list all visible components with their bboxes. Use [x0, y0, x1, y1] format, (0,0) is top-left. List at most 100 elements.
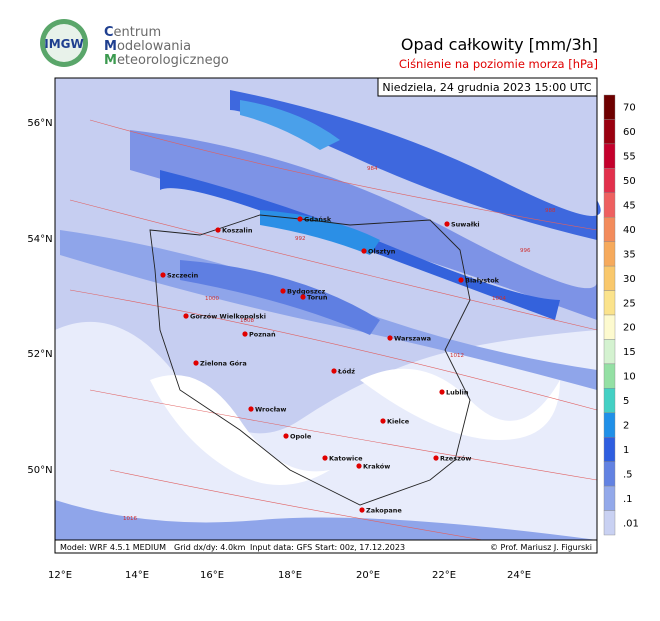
city-label: Koszalin — [222, 227, 253, 235]
date-box — [377, 77, 598, 97]
legend-label: 1 — [623, 445, 629, 456]
lon-label: 20°E — [356, 570, 380, 581]
lat-label: 52°N — [27, 349, 52, 360]
city-dot — [439, 389, 445, 395]
city-dot — [248, 406, 254, 412]
legend-swatch — [603, 314, 616, 340]
isobar-label: 1004 — [492, 296, 506, 302]
city-label: Szczecin — [167, 272, 199, 280]
legend-swatch — [603, 143, 616, 169]
city-dot — [283, 433, 289, 439]
city-label: Lublin — [446, 389, 469, 397]
title: Opad całkowity [mm/3h] — [401, 35, 598, 54]
dry-area — [360, 368, 560, 440]
rain-band — [230, 90, 601, 240]
subtitle: Ciśnienie na poziomie morza [hPa] — [399, 57, 598, 71]
city-dot — [380, 418, 386, 424]
legend-swatch — [603, 363, 616, 389]
legend-swatch — [603, 388, 616, 413]
lat-label: 56°N — [27, 118, 52, 129]
legend-label: 10 — [623, 372, 636, 383]
lon-label: 24°E — [507, 570, 531, 581]
city-label: Warszawa — [394, 335, 431, 343]
legend-label: 25 — [623, 298, 636, 309]
lon-label: 18°E — [278, 570, 302, 581]
city-dot — [183, 313, 189, 319]
legend-label: .1 — [623, 494, 633, 505]
isobar-label: 1016 — [123, 516, 137, 522]
city-dot — [193, 360, 199, 366]
legend-swatch — [603, 510, 616, 536]
isobar-label: 992 — [295, 236, 306, 242]
legend-label: .5 — [623, 469, 633, 480]
lat-label: 54°N — [27, 234, 52, 245]
legend-label: 60 — [623, 127, 636, 138]
isobar-label: 984 — [367, 166, 378, 172]
map: Niedziela, 24 grudnia 2023 15:00 UTC Mod… — [54, 77, 601, 554]
isobar-label: 1012 — [450, 353, 464, 359]
city-dot — [242, 331, 248, 337]
city-label: Wrocław — [255, 406, 286, 414]
lon-label: 14°E — [125, 570, 149, 581]
legend-label: 55 — [623, 152, 636, 163]
legend-swatch — [603, 168, 616, 193]
city-label: Poznań — [249, 331, 276, 339]
city-dot — [458, 277, 464, 283]
isobar-label: 1000 — [205, 296, 219, 302]
city-label: Zielona Góra — [200, 360, 247, 368]
legend-swatch — [603, 461, 616, 487]
border — [149, 214, 471, 506]
city-dot — [361, 248, 367, 254]
legend-swatch — [603, 290, 616, 316]
legend-swatch — [603, 192, 616, 218]
legend-label: 30 — [623, 274, 636, 285]
legend-label: 50 — [623, 176, 636, 187]
lat-label: 50°N — [27, 465, 52, 476]
legend-swatch — [603, 339, 616, 365]
legend-label: .01 — [623, 518, 639, 529]
city-dot — [297, 216, 303, 222]
footer-input: Input data: GFS — [250, 543, 312, 552]
legend-label: 35 — [623, 249, 636, 260]
legend-label: 40 — [623, 225, 636, 236]
city-label: Kraków — [363, 463, 390, 471]
logo-text: IMGW — [44, 37, 84, 51]
footer-start: Start: 00z, 17.12.2023 — [315, 543, 405, 552]
city-label: Kielce — [387, 418, 410, 426]
legend-swatch — [603, 412, 616, 438]
light-area — [55, 321, 597, 553]
rain-core — [260, 210, 380, 255]
city-label: Opole — [290, 433, 312, 441]
legend-swatch — [603, 217, 616, 242]
legend-swatch — [603, 265, 616, 291]
city-dot — [433, 455, 439, 461]
city-label: Gorzów Wielkopolski — [190, 313, 266, 321]
isobar-label: 988 — [545, 208, 556, 214]
city-dot — [387, 335, 393, 341]
org-line: Modelowania — [104, 39, 192, 54]
logo-disc — [45, 24, 83, 62]
city-dot — [160, 272, 166, 278]
city-label: Olsztyn — [368, 248, 396, 256]
city-label: Rzeszów — [440, 455, 471, 463]
city-dot — [215, 227, 221, 233]
city-label: Gdańsk — [304, 216, 332, 224]
city-dot — [331, 368, 337, 374]
city-dot — [300, 294, 306, 300]
city-label: Suwałki — [451, 221, 480, 229]
footer-box — [54, 539, 598, 554]
legend-label: 5 — [623, 396, 629, 407]
lon-label: 22°E — [432, 570, 456, 581]
rain-band — [180, 260, 380, 335]
legend-label: 15 — [623, 347, 636, 358]
org-line: Meteorologicznego — [104, 53, 229, 68]
isobar — [69, 119, 598, 554]
lon-label: 16°E — [200, 570, 224, 581]
legend-swatch — [603, 94, 616, 120]
city-dot — [322, 455, 328, 461]
city-dot — [356, 463, 362, 469]
lon-label: 12°E — [48, 570, 72, 581]
city-dot — [359, 507, 365, 513]
city-label: Białystok — [465, 277, 500, 285]
legend-swatch — [603, 437, 616, 462]
